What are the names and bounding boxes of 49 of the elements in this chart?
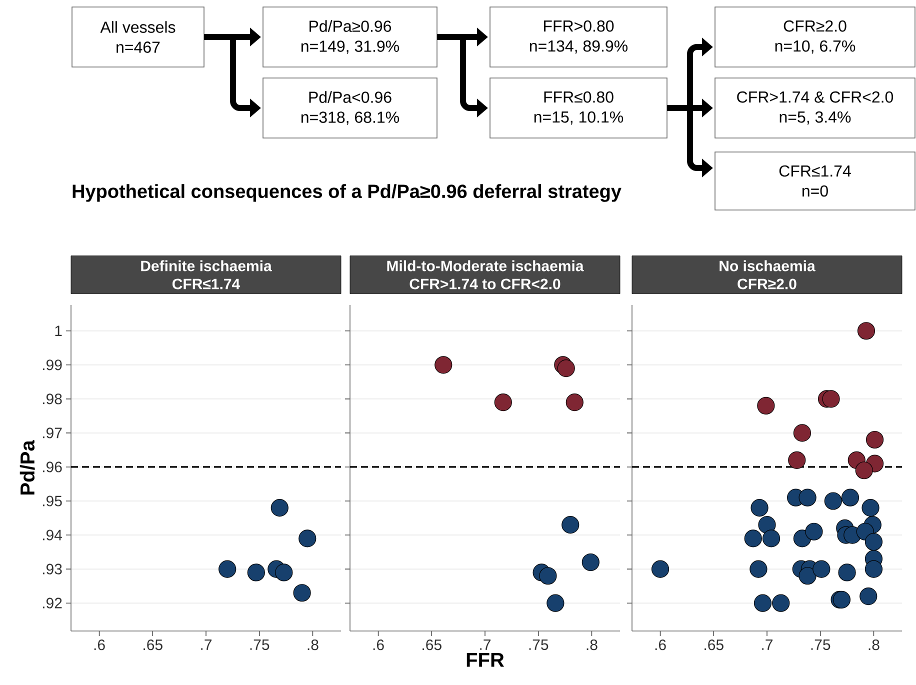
text: FFR>0.80 [544,20,614,32]
y-tick-label: .95 [42,496,62,506]
x-tick-label: .75 [250,640,270,650]
text: All vessels [100,21,176,33]
y-tick-label: .93 [42,564,62,574]
text: n=0 [802,185,828,197]
chart-title: Mild-to-Moderate ischaemia [387,260,584,272]
y-tick-label: .96 [42,462,62,472]
y-tick-label: .97 [42,428,62,438]
x-tick-label: .65 [422,640,442,650]
x-tick-label: .7 [201,640,212,650]
x-axis-title: FFR [466,653,504,667]
x-tick-label: .6 [94,640,105,650]
text: n=15, 10.1% [534,111,624,125]
text: Pd/Pa≥0.96 [310,20,392,32]
text: FFR≤0.80 [544,91,614,103]
x-tick-label: .65 [704,640,724,650]
chart-subtitle: CFR≥2.0 [738,278,796,290]
text: CFR≤1.74 [779,165,851,177]
x-tick-label: .7 [480,640,491,650]
chart-subtitle: CFR≤1.74 [172,278,240,290]
chart-title: No ischaemia [720,260,816,272]
y-tick-label: .98 [42,394,62,404]
y-tick-label: .99 [42,360,62,370]
x-tick-label: .8 [868,640,880,650]
text: n=467 [116,42,160,53]
text: Pd/Pa<0.96 [309,91,392,103]
x-tick-label: .6 [655,640,666,650]
text: n=5, 3.4% [780,111,851,125]
x-tick-label: .75 [529,640,548,650]
chart-subtitle: CFR>1.74 to CFR<2.0 [410,278,560,290]
text: CFR≥2.0 [784,20,846,32]
text: Hypothetical consequences of a Pd/Pa≥0.96 deferral strategy [72,184,622,202]
x-tick-label: .75 [811,640,830,650]
y-tick-label: 1 [55,326,62,336]
text: n=10, 6.7% [775,40,856,54]
y-tick-label: .92 [42,598,62,608]
text: n=134, 89.9% [530,40,628,54]
x-tick-label: .65 [144,640,162,650]
x-tick-label: .8 [308,640,318,650]
y-tick-label: .94 [42,530,62,540]
text: n=149, 31.9% [301,40,400,54]
text: CFR>1.74 & CFR<2.0 [737,91,894,103]
x-tick-label: .8 [586,640,598,650]
y-axis-title: Pd/Pa [20,440,35,494]
x-tick-label: .6 [373,640,384,650]
x-tick-label: .7 [762,640,773,650]
text: n=318, 68.1% [301,112,400,125]
chart-title: Definite ischaemia [141,260,272,272]
